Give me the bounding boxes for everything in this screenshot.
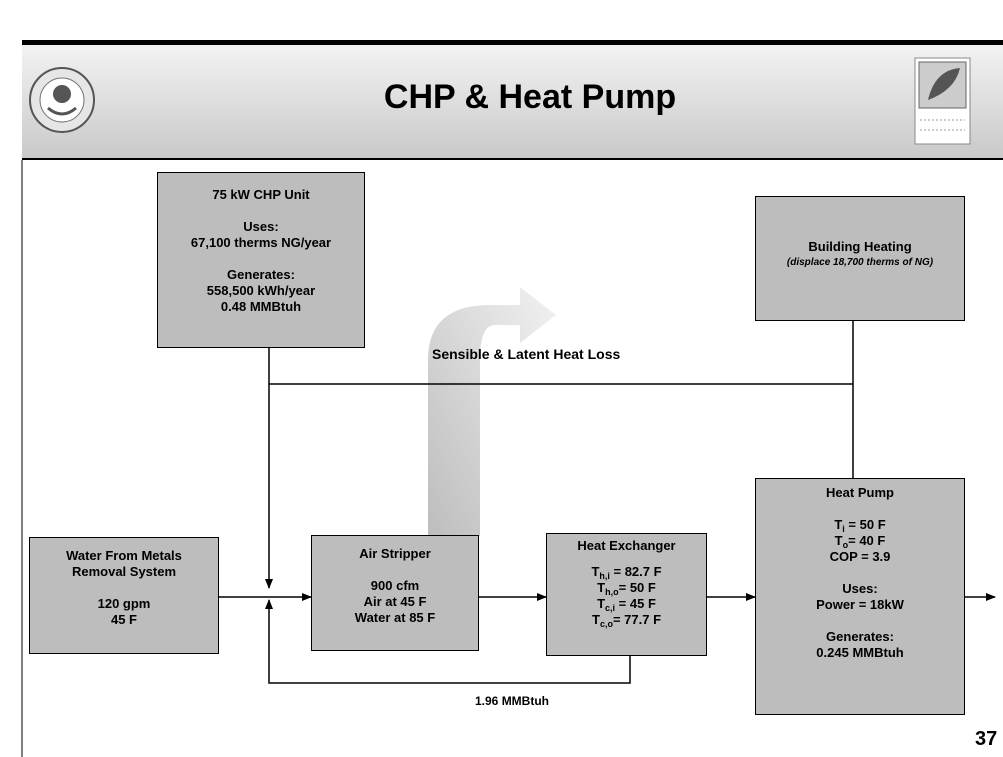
- value: = 45 F: [615, 596, 656, 611]
- header-band: [22, 42, 1003, 160]
- water-line: Removal System: [71, 564, 177, 579]
- page-number: 37: [975, 728, 998, 750]
- heatpump-param: To= 40 F: [756, 533, 964, 550]
- heatpump-box: Heat Pump Ti = 50 F To= 40 F COP = 3.9 Us…: [755, 478, 965, 715]
- water-line: Water From Metals: [66, 548, 182, 563]
- header-top-rule: [22, 40, 1003, 45]
- chp-title: 75 kW CHP Unit: [212, 187, 310, 202]
- heat-loss-arrow: [428, 287, 556, 536]
- logo-left: [29, 67, 95, 133]
- chp-line: 558,500 kWh/year: [206, 283, 316, 298]
- chp-line: Generates:: [227, 267, 295, 282]
- value: = 40 F: [848, 533, 886, 548]
- flow-lines: [218, 309, 996, 684]
- heat-loss-label: Sensible & Latent Heat Loss: [432, 346, 621, 362]
- symbol: T: [834, 517, 843, 532]
- value: = 50 F: [844, 517, 886, 532]
- stripper-line: Water at 85 F: [354, 610, 436, 625]
- value: = 82.7 F: [609, 564, 662, 579]
- chp-line: 67,100 therms NG/year: [190, 235, 332, 250]
- stripper-title: Air Stripper: [359, 546, 431, 561]
- stripper-line: Air at 45 F: [363, 594, 427, 609]
- subscript: h,i: [599, 571, 610, 581]
- heatpump-param: Ti = 50 F: [756, 517, 964, 534]
- exchanger-box: Heat Exchanger Th,i = 82.7 F Th,o= 50 F Tc…: [546, 533, 707, 656]
- subscript: i: [842, 524, 845, 534]
- stripper-line: 900 cfm: [370, 578, 420, 593]
- chp-line: Uses:: [243, 219, 279, 234]
- value: = 50 F: [618, 580, 656, 595]
- header-bottom-rule: [22, 158, 1003, 160]
- subscript: h,o: [605, 587, 619, 597]
- symbol: T: [591, 564, 600, 579]
- slide-title: CHP & Heat Pump: [383, 78, 677, 116]
- exchanger-title: Heat Exchanger: [577, 538, 676, 553]
- heatpump-line: Power = 18kW: [816, 597, 904, 612]
- heatpump-title: Heat Pump: [826, 485, 894, 500]
- water-box: Water From Metals Removal System 120 gpm…: [29, 537, 219, 654]
- water-line: 120 gpm: [97, 596, 151, 611]
- heatpump-line: 0.245 MMBtuh: [816, 645, 904, 660]
- building-note: (displace 18,700 therms of NG): [786, 257, 934, 268]
- stripper-box: Air Stripper 900 cfm Air at 45 F Water a…: [311, 535, 479, 651]
- heatpump-line: COP = 3.9: [829, 549, 891, 564]
- heatpump-line: Uses:: [842, 581, 878, 596]
- value: = 77.7 F: [612, 612, 662, 627]
- building-title: Building Heating: [808, 239, 912, 254]
- exchanger-line: Tc,i = 45 F: [547, 596, 706, 613]
- chp-box: 75 kW CHP Unit Uses: 67,100 therms NG/ye…: [157, 172, 365, 348]
- symbol: T: [597, 580, 606, 595]
- subscript: o: [842, 540, 849, 550]
- heatpump-line: Generates:: [826, 629, 894, 644]
- exchanger-line: Th,o= 50 F: [547, 580, 706, 597]
- chp-line: 0.48 MMBtuh: [220, 299, 302, 314]
- recycle-label: 1.96 MMBtuh: [475, 694, 550, 708]
- water-line: 45 F: [110, 612, 137, 627]
- subscript: c,i: [605, 603, 616, 613]
- symbol: T: [591, 612, 600, 627]
- logo-right: [914, 57, 971, 145]
- symbol: T: [834, 533, 843, 548]
- building-box: Building Heating (displace 18,700 therms…: [755, 196, 965, 321]
- subscript: c,o: [599, 619, 613, 629]
- exchanger-line: Th,i = 82.7 F: [547, 564, 706, 581]
- exchanger-line: Tc,o= 77.7 F: [547, 612, 706, 629]
- symbol: T: [597, 596, 606, 611]
